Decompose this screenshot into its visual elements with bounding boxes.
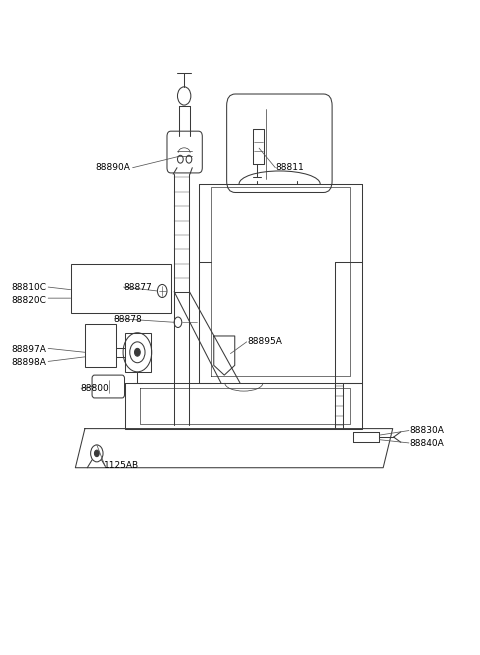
Text: 88811: 88811 <box>276 163 304 172</box>
Bar <box>124 333 151 372</box>
Text: 88877: 88877 <box>123 282 152 291</box>
Text: 88890A: 88890A <box>96 163 130 172</box>
Text: 1125AB: 1125AB <box>104 461 139 470</box>
Text: 88878: 88878 <box>114 314 142 324</box>
Text: 88895A: 88895A <box>247 337 282 346</box>
Bar <box>71 264 171 313</box>
Text: 88830A: 88830A <box>409 426 444 435</box>
Text: 88810C: 88810C <box>12 282 47 291</box>
Circle shape <box>95 450 99 457</box>
Bar <box>85 324 116 367</box>
Text: 88840A: 88840A <box>409 439 444 448</box>
Text: 88800: 88800 <box>80 384 109 392</box>
Text: 88897A: 88897A <box>12 345 47 354</box>
Text: 88820C: 88820C <box>12 295 47 305</box>
Text: 88898A: 88898A <box>12 358 47 367</box>
Circle shape <box>134 348 140 356</box>
